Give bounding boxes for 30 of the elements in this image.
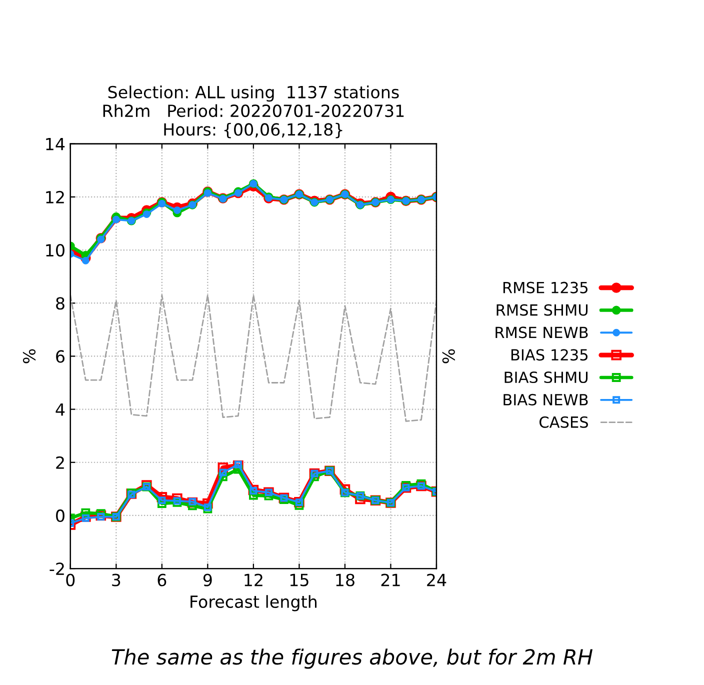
- x-tick-label: 12: [244, 574, 262, 586]
- legend-label: BIAS SHMU: [504, 372, 588, 384]
- y2-axis-title: %: [442, 349, 455, 364]
- legend-label: RMSE SHMU: [496, 304, 588, 316]
- x-tick-label: 3: [112, 574, 120, 586]
- y-tick-label: 10: [46, 244, 64, 257]
- y-tick-label: 4: [56, 403, 65, 416]
- y-tick-label: 12: [46, 190, 64, 204]
- y-tick-label: 2: [56, 456, 64, 469]
- legend-label: BIAS NEWB: [504, 394, 588, 406]
- y-axis-title: %: [22, 349, 36, 364]
- x-tick-label: 9: [203, 574, 212, 586]
- x-tick-label: 24: [427, 574, 446, 586]
- x-tick-label: 6: [158, 574, 166, 586]
- y-tick-label: 14: [46, 138, 65, 150]
- legend-label: CASES: [540, 416, 588, 428]
- x-axis-title: Forecast length: [190, 595, 316, 612]
- x-tick-label: 15: [290, 574, 308, 586]
- y-tick-label: 0: [56, 509, 64, 522]
- legend-label: RMSE NEWB: [496, 326, 588, 338]
- x-tick-label: 18: [336, 574, 354, 586]
- y-tick-label: 6: [56, 350, 64, 363]
- legend-label: RMSE 1235: [503, 282, 588, 294]
- x-tick-label: 0: [66, 574, 75, 586]
- y-tick-label: 8: [56, 297, 64, 310]
- x-tick-label: 21: [381, 574, 400, 586]
- text: The same as the figures above, but for 2m RH: [112, 648, 593, 669]
- y-tick-label: -2: [50, 562, 64, 575]
- legend-label: BIAS 1235: [511, 349, 588, 361]
- chart-title: Selection: ALL using 1137 stations Rh2m Period: 20220701-20220731 Hours: {00,06,12,18}: [103, 86, 404, 138]
